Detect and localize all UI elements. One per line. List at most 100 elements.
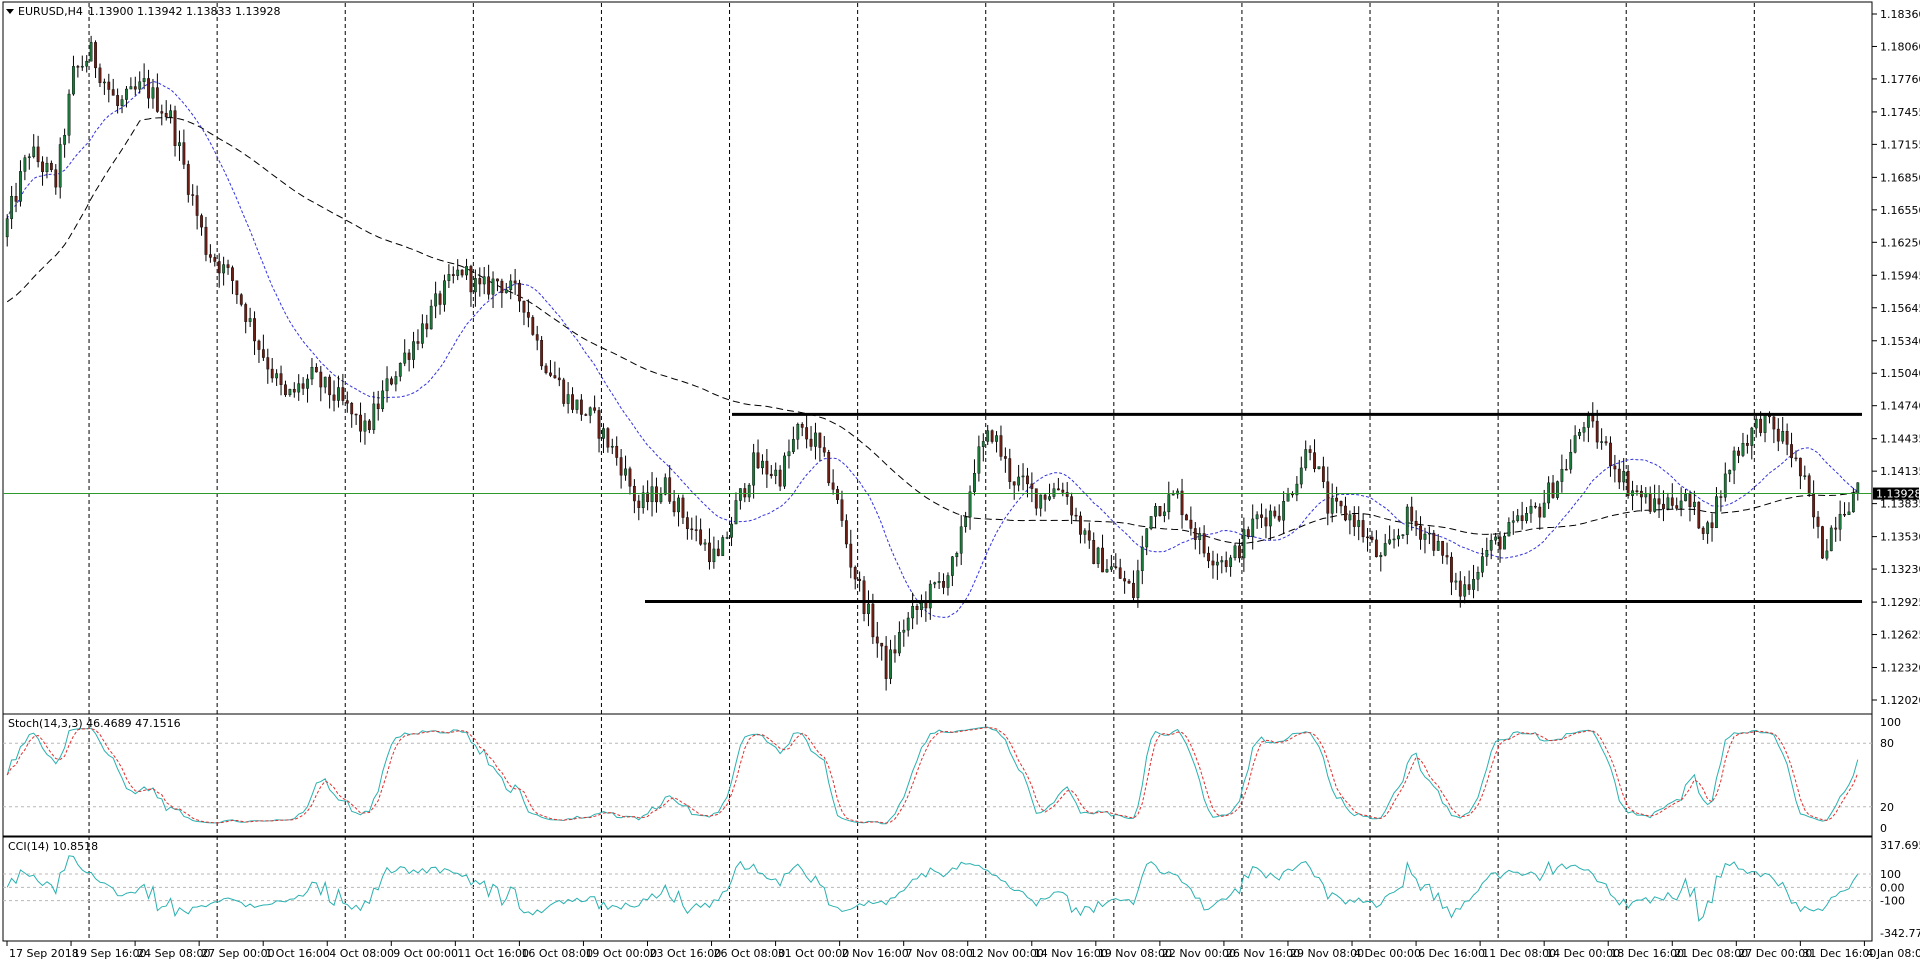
candle-body xyxy=(381,390,385,410)
time-tick-label: 21 Dec 08:00 xyxy=(1674,947,1748,960)
candle-body xyxy=(584,414,588,416)
candle-body xyxy=(1118,567,1122,579)
stoch-tick-label: 80 xyxy=(1880,737,1894,750)
ohlc-label: 1.13900 1.13942 1.13833 1.13928 xyxy=(88,5,280,18)
candle-body xyxy=(1012,481,1016,486)
candle-body xyxy=(447,274,451,281)
stoch-signal-line xyxy=(6,726,1859,824)
candle-body xyxy=(1070,496,1074,516)
candle-body xyxy=(1321,466,1325,482)
candle-body xyxy=(10,196,14,219)
candle-body xyxy=(1087,530,1091,541)
cci-label: CCI(14) 10.8518 xyxy=(8,840,98,853)
candle-body xyxy=(1679,500,1683,509)
candle-body xyxy=(1578,432,1581,436)
candle-body xyxy=(1154,506,1157,517)
price-tick-label: 1.18060 xyxy=(1880,40,1920,53)
candle-body xyxy=(990,430,994,442)
candle-body xyxy=(1136,570,1140,598)
candle-body xyxy=(1388,539,1392,544)
candle-body xyxy=(809,438,813,447)
time-tick-label: 6 Dec 16:00 xyxy=(1418,947,1485,960)
candle-body xyxy=(800,424,804,428)
candle-body xyxy=(332,394,336,401)
candle-body xyxy=(222,264,226,274)
candle-body xyxy=(195,195,199,216)
candle-body xyxy=(1547,482,1551,504)
price-tick-label: 1.12320 xyxy=(1880,662,1920,675)
candle-body xyxy=(279,373,283,385)
time-tick-label: 19 Oct 00:00 xyxy=(585,947,657,960)
candle-body xyxy=(239,294,243,305)
candle-body xyxy=(1723,473,1727,498)
candle-body xyxy=(540,340,544,367)
candle-body xyxy=(858,578,862,581)
candle-body xyxy=(1149,516,1153,529)
candle-body xyxy=(1697,501,1701,529)
stochastic-lines xyxy=(6,726,1859,825)
candle-body xyxy=(1145,528,1149,548)
price-tick-label: 1.17455 xyxy=(1880,106,1920,119)
candle-body xyxy=(32,146,36,157)
candle-body xyxy=(478,278,482,285)
candle-body xyxy=(1180,490,1184,516)
candle-body xyxy=(1352,514,1356,527)
time-tick-label: 31 Oct 00:00 xyxy=(778,947,850,960)
candle-body xyxy=(602,428,605,439)
candle-body xyxy=(1706,522,1710,534)
candle-body xyxy=(1348,514,1352,521)
stoch-tick-label: 20 xyxy=(1880,801,1894,814)
slow-ma-line xyxy=(6,116,1858,544)
current-price-tag: 1.13928 xyxy=(1873,487,1920,501)
candle-body xyxy=(637,500,641,508)
candle-body xyxy=(619,457,623,476)
candle-body xyxy=(1383,543,1387,556)
time-tick-label: 11 Dec 08:00 xyxy=(1482,947,1556,960)
horizontal-levels[interactable] xyxy=(3,412,1872,604)
candle-body xyxy=(730,523,733,538)
candle-body xyxy=(1476,571,1480,580)
candle-body xyxy=(1472,579,1475,590)
candle-body xyxy=(350,403,354,415)
candle-body xyxy=(1816,516,1820,527)
candle-body xyxy=(1856,482,1860,494)
candle-body xyxy=(1776,428,1780,442)
candle-body xyxy=(1436,540,1440,551)
time-tick-label: 29 Nov 08:00 xyxy=(1290,947,1364,960)
candle-body xyxy=(1569,452,1573,470)
candle-body xyxy=(1533,505,1537,508)
price-tick-label: 1.12925 xyxy=(1880,596,1920,609)
candle-body xyxy=(1123,578,1127,582)
candle-body xyxy=(1008,458,1012,482)
price-tick-label: 1.15040 xyxy=(1880,367,1920,380)
candle-body xyxy=(1061,489,1065,493)
candle-body xyxy=(500,280,504,294)
candle-body xyxy=(1427,532,1431,535)
candle-body xyxy=(1790,444,1793,459)
candle-body xyxy=(844,520,848,545)
svg-text:1.13928: 1.13928 xyxy=(1876,488,1920,501)
candle-body xyxy=(1308,449,1312,453)
candle-body xyxy=(1419,525,1422,540)
candle-body xyxy=(981,441,985,447)
symbol-label: EURUSD,H4 xyxy=(18,5,83,18)
candle-body xyxy=(1662,503,1665,510)
cci-panel-frame xyxy=(2,836,1873,942)
candle-body xyxy=(1158,506,1162,516)
candle-body xyxy=(482,276,486,285)
candle-body xyxy=(535,334,539,341)
candle-body xyxy=(341,387,345,401)
candle-body xyxy=(889,649,892,679)
candle-body xyxy=(244,304,248,322)
dropdown-arrow-icon[interactable] xyxy=(6,9,14,14)
candle-body xyxy=(354,413,358,416)
candle-body xyxy=(1030,483,1034,489)
candle-body xyxy=(875,636,879,644)
candle-body xyxy=(1463,584,1467,597)
candle-body xyxy=(942,581,945,588)
candle-body xyxy=(1392,538,1396,541)
candle-body xyxy=(703,542,707,545)
price-tick-label: 1.15645 xyxy=(1880,302,1920,315)
candle-body xyxy=(1454,580,1458,583)
